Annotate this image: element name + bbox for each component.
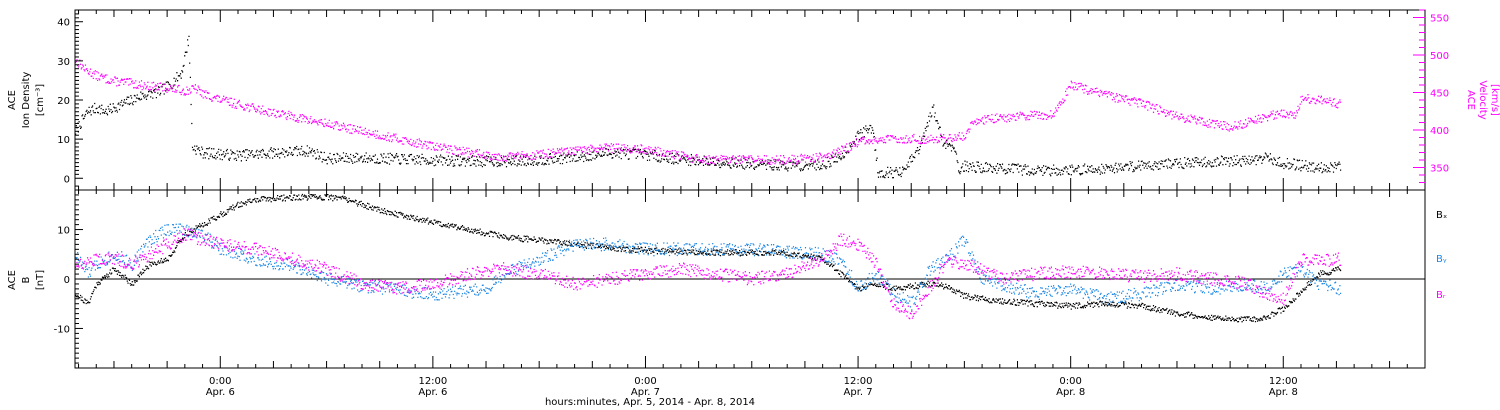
x-tick-time-label: 12:00 bbox=[844, 376, 873, 387]
x-tick-time-label: 0:00 bbox=[209, 376, 231, 387]
x-tick-time-label: 12:00 bbox=[1269, 376, 1298, 387]
legend-by: Bᵧ bbox=[1436, 254, 1447, 265]
bottom-left-axis: -10 0 10 bbox=[54, 189, 83, 369]
series-left-scatter bbox=[75, 35, 1342, 179]
top-panel: 0 10 20 30 40 350 400 450 500 550 ACE Ion Densit… bbox=[7, 9, 1500, 191]
top-left-axis: 0 10 20 30 40 bbox=[57, 9, 83, 187]
density-tick-label: 40 bbox=[57, 18, 70, 29]
field-axis-label-line2: B bbox=[21, 276, 32, 283]
x-tick-date-label: Apr. 8 bbox=[1056, 387, 1085, 398]
legend-bx: Bₓ bbox=[1436, 210, 1447, 221]
velocity-tick-label: 350 bbox=[1430, 164, 1449, 175]
density-tick-label: 10 bbox=[57, 135, 70, 146]
series-b-component bbox=[75, 193, 1342, 323]
velocity-axis-label-line3: [km/s] bbox=[1489, 84, 1500, 116]
x-tick-date-label: Apr. 6 bbox=[206, 387, 235, 398]
x-tick-time-label: 12:00 bbox=[418, 376, 447, 387]
velocity-tick-label: 450 bbox=[1430, 89, 1449, 100]
velocity-tick-label: 500 bbox=[1430, 51, 1449, 62]
x-tick-time-label: 0:00 bbox=[634, 376, 656, 387]
top-right-axis: 350 400 450 500 550 bbox=[1413, 9, 1449, 183]
velocity-axis-label-line1: ACE bbox=[1465, 90, 1476, 110]
x-tick-time-label: 0:00 bbox=[1059, 376, 1081, 387]
density-tick-label: 30 bbox=[57, 57, 70, 68]
series-b-component bbox=[75, 228, 1342, 320]
density-tick-label: 0 bbox=[64, 174, 70, 185]
field-tick-label: -10 bbox=[54, 324, 70, 335]
bottom-panel-data bbox=[75, 193, 1342, 323]
field-axis-label-line3: [nT] bbox=[35, 270, 46, 290]
series-b-component bbox=[75, 223, 1342, 311]
density-axis-label-line1: ACE bbox=[7, 90, 18, 110]
x-tick-date-label: Apr. 8 bbox=[1269, 387, 1298, 398]
field-tick-label: 10 bbox=[57, 226, 70, 237]
x-tick-date-label: Apr. 7 bbox=[631, 387, 660, 398]
density-axis-label-line2: Ion Density bbox=[21, 72, 32, 129]
field-tick-label: 0 bbox=[64, 275, 70, 286]
velocity-tick-label: 550 bbox=[1430, 14, 1449, 25]
density-axis-label-line3: [cm⁻³] bbox=[35, 84, 46, 116]
series-right-scatter bbox=[75, 58, 1342, 166]
density-tick-label: 20 bbox=[57, 96, 70, 107]
x-tick-date-label: Apr. 7 bbox=[844, 387, 873, 398]
legend-bz: Bᵣ bbox=[1436, 290, 1446, 301]
field-axis-label-line1: ACE bbox=[7, 270, 18, 290]
velocity-axis-label-line2: Velocity bbox=[1477, 80, 1488, 119]
bottom-panel: -10 0 10 ACE B [nT] Bₓ Bᵧ Bᵣ bbox=[7, 189, 1447, 369]
velocity-tick-label: 400 bbox=[1430, 126, 1449, 137]
x-tick-date-label: Apr. 6 bbox=[418, 387, 447, 398]
x-axis-title: hours:minutes, Apr. 5, 2014 - Apr. 8, 20… bbox=[545, 397, 755, 408]
top-panel-data bbox=[75, 35, 1342, 179]
